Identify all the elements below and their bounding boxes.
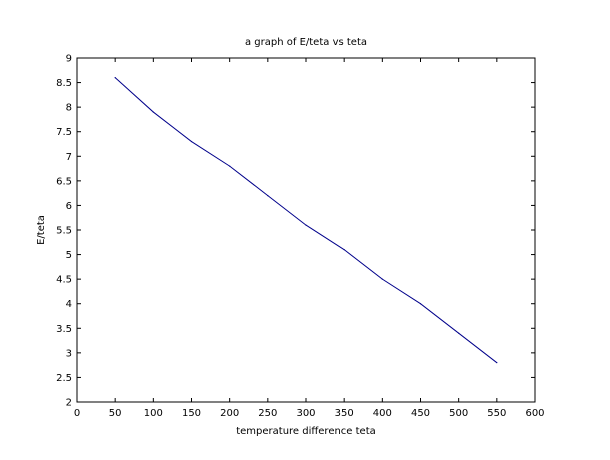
x-tick-label: 50 <box>109 408 122 419</box>
series-line <box>114 77 498 364</box>
x-tick-label: 550 <box>487 408 506 419</box>
y-tick-label: 7 <box>66 152 72 163</box>
x-axis-label: temperature difference teta <box>236 426 376 437</box>
data-point <box>305 224 307 226</box>
data-point <box>496 362 498 364</box>
y-tick-label: 2 <box>66 398 72 409</box>
chart-title: a graph of E/teta vs teta <box>245 37 367 48</box>
y-tick-label: 7.5 <box>56 127 72 138</box>
y-axis-label: E/teta <box>36 215 47 245</box>
x-tick-label: 200 <box>220 408 239 419</box>
x-tick-label: 500 <box>449 408 468 419</box>
y-tick-label: 6.5 <box>56 176 72 187</box>
y-tick-label: 5.5 <box>56 226 72 237</box>
data-point <box>267 195 269 197</box>
data-point <box>458 332 460 334</box>
data-point <box>114 77 116 79</box>
y-tick-label: 3 <box>66 348 72 359</box>
y-tick-label: 4.5 <box>56 275 72 286</box>
x-tick-label: 350 <box>335 408 354 419</box>
x-tick-label: 0 <box>74 408 80 419</box>
x-tick-label: 150 <box>182 408 201 419</box>
y-tick-label: 5 <box>66 250 72 261</box>
data-point <box>190 140 193 143</box>
y-tick-label: 9 <box>66 54 72 65</box>
y-tick-label: 2.5 <box>56 373 72 384</box>
data-point <box>229 165 231 167</box>
plot-frame <box>76 57 536 403</box>
data-point <box>343 249 345 251</box>
x-tick-label: 400 <box>373 408 392 419</box>
x-tick-label: 600 <box>525 408 544 419</box>
y-tick-label: 6 <box>66 201 72 212</box>
data-point <box>381 278 383 280</box>
x-tick-label: 300 <box>296 408 315 419</box>
y-tick-label: 4 <box>66 299 72 310</box>
y-tick-label: 3.5 <box>56 324 72 335</box>
x-tick-label: 250 <box>258 408 277 419</box>
y-tick-label: 8.5 <box>56 78 72 89</box>
y-tick-label: 8 <box>66 103 72 114</box>
x-tick-label: 100 <box>144 408 163 419</box>
data-point <box>152 111 154 113</box>
data-point <box>419 303 422 305</box>
x-tick-label: 450 <box>411 408 430 419</box>
